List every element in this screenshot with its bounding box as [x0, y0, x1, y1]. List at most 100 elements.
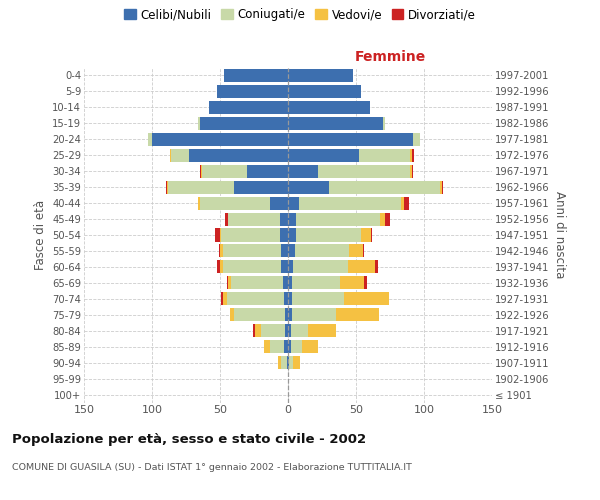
Bar	[288, 276, 292, 289]
Y-axis label: Anni di nascita: Anni di nascita	[553, 192, 566, 278]
Bar	[288, 356, 289, 369]
Bar	[166, 180, 167, 194]
Bar	[284, 292, 288, 306]
Bar	[283, 276, 288, 289]
Bar	[152, 132, 288, 146]
Bar	[281, 260, 288, 274]
Bar	[200, 164, 201, 177]
Bar	[228, 212, 280, 226]
Bar	[223, 260, 281, 274]
Bar	[288, 180, 329, 194]
Bar	[280, 228, 288, 241]
Bar	[288, 292, 292, 306]
Bar	[281, 244, 288, 258]
Bar	[263, 340, 271, 353]
Bar	[288, 340, 291, 353]
Bar	[228, 276, 231, 289]
Bar	[371, 228, 373, 241]
Bar	[412, 164, 413, 177]
Bar	[288, 101, 370, 114]
Bar	[223, 244, 281, 258]
Bar	[288, 69, 353, 82]
Bar	[340, 276, 364, 289]
Bar	[318, 164, 410, 177]
Bar	[200, 117, 288, 130]
Bar	[295, 244, 349, 258]
Bar	[170, 148, 171, 162]
Bar	[220, 244, 223, 258]
Bar	[280, 212, 288, 226]
Bar	[217, 260, 220, 274]
Bar	[220, 260, 223, 274]
Bar	[288, 228, 296, 241]
Bar	[291, 340, 302, 353]
Bar	[281, 356, 287, 369]
Bar	[278, 356, 281, 369]
Bar	[288, 212, 296, 226]
Bar	[335, 308, 379, 322]
Bar	[223, 292, 227, 306]
Bar	[256, 324, 261, 338]
Bar	[288, 308, 292, 322]
Bar	[375, 260, 378, 274]
Bar	[349, 244, 363, 258]
Bar	[217, 85, 288, 98]
Bar	[227, 276, 228, 289]
Bar	[220, 228, 221, 241]
Bar	[296, 212, 380, 226]
Bar	[364, 276, 367, 289]
Bar	[288, 117, 383, 130]
Bar	[287, 356, 288, 369]
Bar	[224, 69, 288, 82]
Bar	[344, 292, 389, 306]
Bar	[329, 180, 440, 194]
Bar	[385, 212, 390, 226]
Bar	[209, 101, 288, 114]
Text: Popolazione per età, sesso e stato civile - 2002: Popolazione per età, sesso e stato civil…	[12, 432, 366, 446]
Bar	[308, 324, 335, 338]
Bar	[413, 132, 420, 146]
Bar	[226, 212, 228, 226]
Bar	[288, 148, 359, 162]
Bar	[401, 196, 404, 209]
Bar	[201, 164, 202, 177]
Bar	[167, 180, 169, 194]
Bar	[410, 164, 412, 177]
Bar	[383, 117, 385, 130]
Bar	[288, 164, 318, 177]
Bar	[288, 324, 291, 338]
Text: Femmine: Femmine	[355, 50, 425, 64]
Bar	[200, 196, 271, 209]
Bar	[410, 148, 412, 162]
Text: COMUNE DI GUASILA (SU) - Dati ISTAT 1° gennaio 2002 - Elaborazione TUTTITALIA.IT: COMUNE DI GUASILA (SU) - Dati ISTAT 1° g…	[12, 462, 412, 471]
Bar	[293, 356, 300, 369]
Bar	[299, 196, 401, 209]
Legend: Celibi/Nubili, Coniugati/e, Vedovi/e, Divorziati/e: Celibi/Nubili, Coniugati/e, Vedovi/e, Di…	[122, 6, 478, 24]
Bar	[271, 196, 288, 209]
Bar	[271, 340, 284, 353]
Bar	[247, 164, 288, 177]
Bar	[215, 228, 220, 241]
Bar	[285, 324, 288, 338]
Bar	[348, 260, 375, 274]
Bar	[189, 148, 288, 162]
Bar	[233, 180, 288, 194]
Bar	[292, 276, 340, 289]
Bar	[198, 196, 200, 209]
Bar	[296, 228, 361, 241]
Bar	[288, 260, 293, 274]
Bar	[359, 148, 410, 162]
Bar	[230, 308, 233, 322]
Bar	[442, 180, 443, 194]
Bar	[218, 244, 220, 258]
Bar	[221, 228, 280, 241]
Bar	[198, 117, 200, 130]
Bar	[233, 308, 285, 322]
Bar	[440, 180, 442, 194]
Bar	[293, 260, 348, 274]
Bar	[302, 340, 318, 353]
Bar	[288, 85, 361, 98]
Bar	[289, 356, 293, 369]
Bar	[292, 292, 344, 306]
Bar	[202, 164, 247, 177]
